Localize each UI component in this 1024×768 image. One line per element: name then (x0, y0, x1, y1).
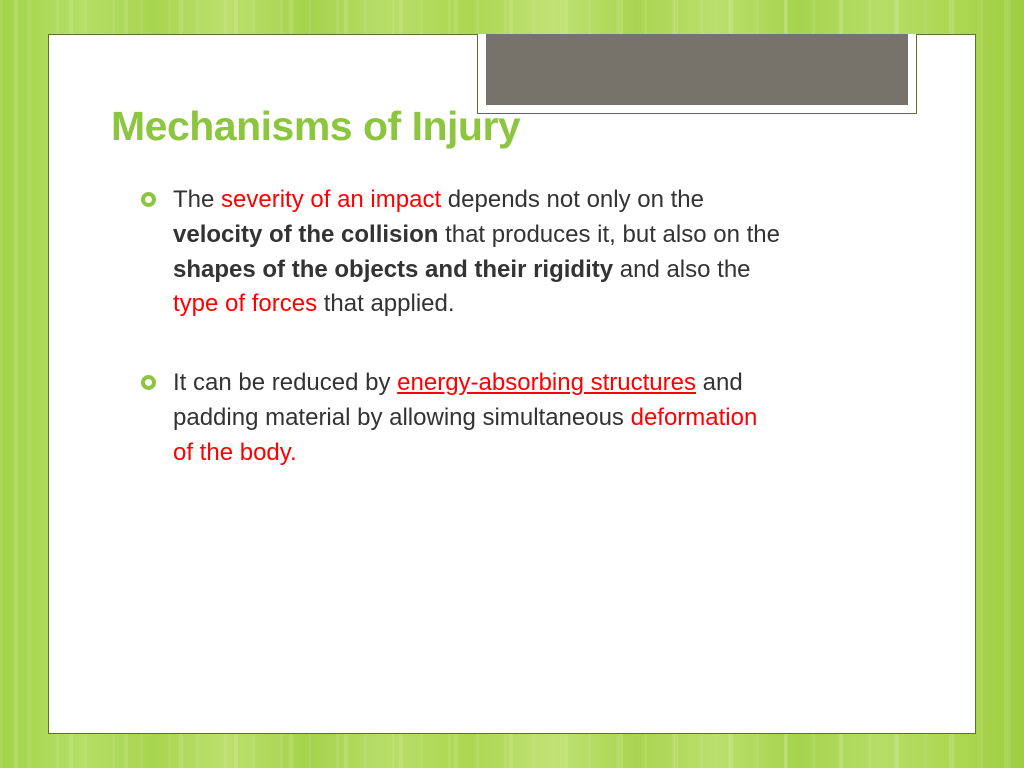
text-plain: It can be reduced by (173, 369, 397, 396)
body-text-area: The severity of an impact depends not on… (141, 183, 781, 515)
text-plain: depends not only on the (448, 186, 704, 213)
decorative-header-fill (486, 34, 908, 105)
bullet-marker-icon (141, 192, 156, 207)
text-red: type of forces (173, 290, 324, 317)
text-red-underline: energy-absorbing structures (397, 369, 696, 396)
bullet-text: It can be reduced by energy-absorbing st… (173, 369, 757, 466)
bullet-marker-icon (141, 375, 156, 390)
slide-title: Mechanisms of Injury (111, 103, 520, 150)
text-bold: shapes of the objects and their rigidity (173, 256, 620, 283)
text-bold: velocity of the collision (173, 221, 445, 248)
text-plain: that produces it, but also on the (445, 221, 780, 248)
text-plain: The (173, 186, 221, 213)
content-frame: Mechanisms of Injury The severity of an … (48, 34, 976, 734)
text-red: severity of an impact (221, 186, 448, 213)
bullet-text: The severity of an impact depends not on… (173, 186, 780, 317)
decorative-header-box (477, 34, 917, 114)
bullet-item: The severity of an impact depends not on… (141, 183, 781, 322)
text-plain: that applied. (324, 290, 455, 317)
bullet-item: It can be reduced by energy-absorbing st… (141, 366, 781, 470)
text-plain: and also the (620, 256, 751, 283)
